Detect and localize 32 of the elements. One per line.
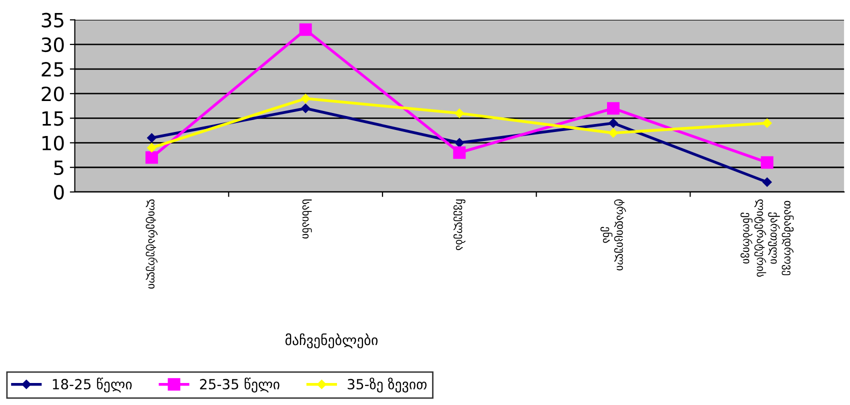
y-tick-label: 5 bbox=[54, 160, 64, 176]
y-tick-label: 20 bbox=[42, 86, 64, 102]
point bbox=[760, 156, 774, 169]
point bbox=[300, 104, 310, 113]
point bbox=[147, 143, 156, 152]
x-tick-label: ტრადიციული ენა bbox=[600, 199, 626, 270]
y-tick-label: 25 bbox=[42, 62, 64, 77]
point bbox=[300, 94, 310, 104]
point bbox=[453, 146, 466, 159]
legend-label: 18-25 წელი bbox=[52, 378, 132, 392]
point bbox=[145, 151, 158, 164]
point bbox=[607, 102, 620, 115]
point bbox=[762, 118, 772, 128]
point bbox=[454, 138, 464, 148]
legend-label: 35-ზე ზევით bbox=[348, 378, 427, 392]
y-tick-label: 10 bbox=[42, 136, 64, 150]
x-tick-label: ჩვეულება bbox=[453, 200, 466, 250]
y-tick-label: 0 bbox=[54, 184, 64, 200]
y-tick-label: 35 bbox=[42, 12, 64, 28]
y-tick-label: 15 bbox=[42, 111, 64, 126]
point bbox=[454, 108, 464, 118]
point bbox=[608, 118, 618, 128]
x-axis-title: მაჩვენებლები bbox=[285, 333, 378, 348]
point bbox=[762, 178, 772, 187]
x-tick-label: სახიანი bbox=[302, 200, 312, 239]
y-tick-label: 30 bbox=[42, 37, 64, 52]
point bbox=[299, 23, 312, 36]
legend-label: 25-35 წელი bbox=[200, 378, 280, 392]
x-tick-label: თანამედროვე ქართული ლიტერატურის ენობრივი bbox=[740, 199, 794, 277]
x-tick-label: ლიტერატურული bbox=[146, 199, 158, 289]
point bbox=[147, 133, 156, 142]
point bbox=[608, 128, 618, 138]
